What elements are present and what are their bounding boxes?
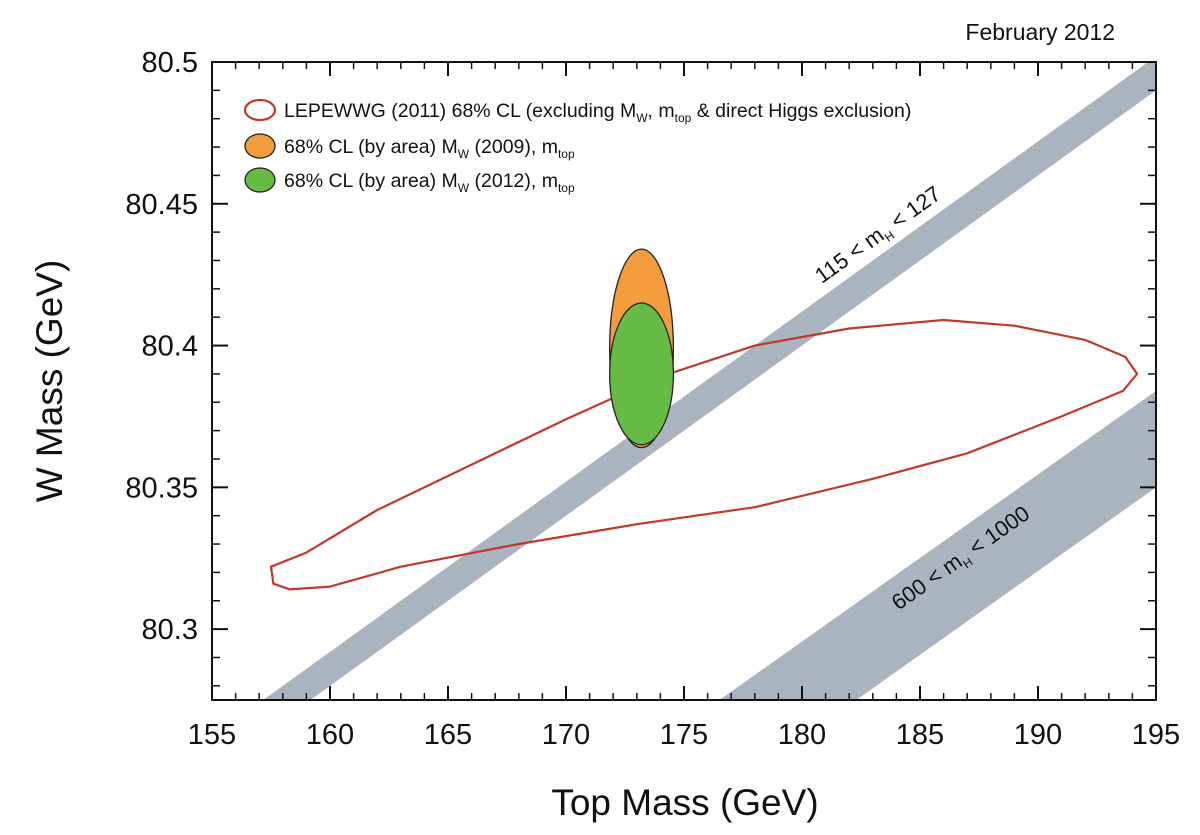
legend-label-part: top	[558, 181, 575, 195]
legend-label-part: 68% CL (by area) M	[284, 170, 458, 192]
legend-swatch-mw2012	[244, 167, 276, 193]
axis-ticks: 155 160 165 170 175 180 185 190 195 80.3 80.35 80.4…	[125, 47, 1180, 751]
y-tick-label: 80.45	[125, 189, 198, 221]
x-tick-label: 165	[424, 719, 472, 751]
y-tick-label: 80.5	[142, 47, 198, 79]
x-axis-title: Top Mass (GeV)	[551, 782, 818, 823]
x-tick-label: 160	[306, 719, 354, 751]
legend-label-mw2009: 68% CL (by area) MW (2009), mtop	[284, 136, 575, 161]
plot-area	[263, 62, 1156, 700]
ellipse-mw2012	[609, 302, 675, 446]
x-tick-label: 195	[1132, 719, 1180, 751]
band-light-higgs	[263, 62, 1156, 700]
legend-label-part: (2012), m	[469, 170, 558, 192]
legend-label-part: (2009), m	[469, 136, 558, 158]
y-axis-title: W Mass (GeV)	[29, 260, 70, 503]
legend-swatch-lep	[243, 98, 277, 122]
legend-label-lep: LEPEWWG (2011) 68% CL (excluding MW, mto…	[284, 100, 911, 125]
y-tick-label: 80.4	[142, 331, 198, 363]
x-tick-label: 180	[778, 719, 826, 751]
x-tick-label: 175	[660, 719, 708, 751]
legend-label-part: W	[458, 181, 470, 195]
x-tick-label: 190	[1014, 719, 1062, 751]
legend-label-part: W	[458, 147, 470, 161]
x-tick-label: 170	[542, 719, 590, 751]
date-label: February 2012	[965, 19, 1115, 45]
band-heavy-higgs	[719, 390, 1156, 700]
y-tick-label: 80.35	[125, 472, 198, 504]
legend-label-mw2012: 68% CL (by area) MW (2012), mtop	[284, 170, 575, 195]
legend-label-part: , m	[648, 100, 675, 122]
legend-label-part: & direct Higgs exclusion)	[691, 100, 911, 122]
legend-label-part: top	[558, 147, 575, 161]
legend-swatch-mw2009	[244, 133, 276, 159]
lep-contour	[269, 318, 1139, 591]
legend-label-part: W	[636, 111, 648, 125]
x-tick-label: 185	[896, 719, 944, 751]
y-tick-label: 80.3	[142, 614, 198, 646]
legend-label-part: top	[675, 111, 692, 125]
legend: LEPEWWG (2011) 68% CL (excluding MW, mto…	[243, 98, 911, 195]
legend-label-part: 68% CL (by area) M	[284, 136, 458, 158]
legend-label-part: LEPEWWG (2011) 68% CL (excluding M	[284, 100, 636, 122]
x-tick-label: 155	[188, 719, 236, 751]
